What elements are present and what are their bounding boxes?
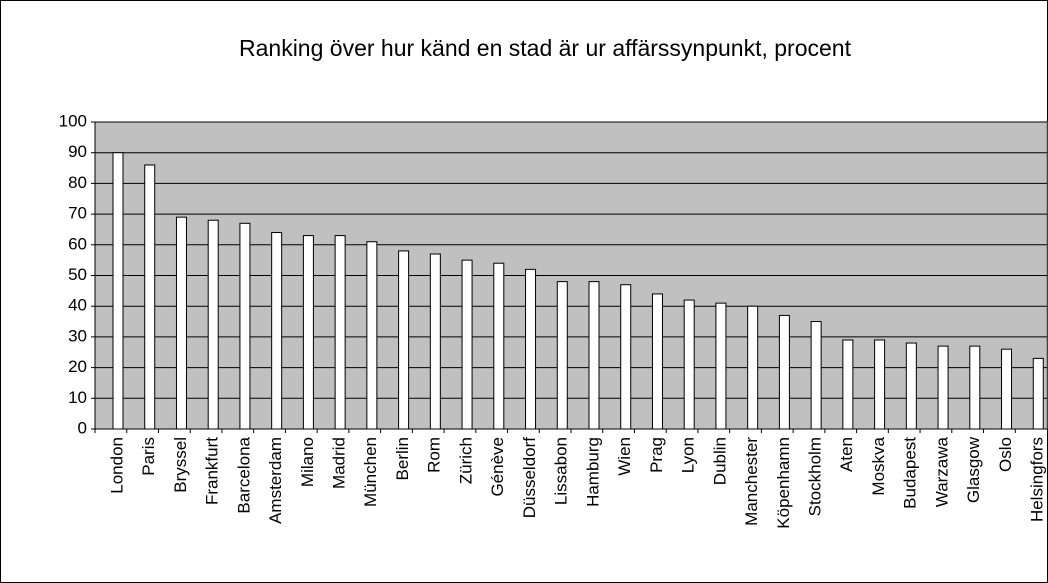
- bar: [905, 342, 917, 430]
- x-tick-label: Aten: [837, 437, 856, 472]
- y-tick-label: 80: [68, 173, 87, 192]
- bar: [271, 232, 283, 430]
- x-tick-label: Génève: [488, 437, 507, 497]
- bar: [842, 339, 854, 430]
- bar: [239, 222, 251, 430]
- x-tick-label: Madrid: [329, 437, 348, 489]
- bar: [683, 299, 695, 430]
- x-tick-label: Frankfurt: [203, 437, 222, 505]
- x-tick-label: Manchester: [742, 437, 761, 526]
- bar: [112, 152, 124, 430]
- bar: [874, 339, 886, 430]
- bar: [493, 262, 505, 430]
- x-tick-label: Hamburg: [583, 437, 602, 507]
- x-tick-label: Köpenhamn: [774, 437, 793, 529]
- x-tick-label: London: [107, 437, 126, 494]
- chart-title: Ranking över hur känd en stad är ur affä…: [239, 35, 852, 61]
- bar: [747, 305, 759, 430]
- bar: [651, 293, 663, 430]
- bar: [461, 259, 473, 430]
- x-tick-label: Lissabon: [552, 437, 571, 505]
- x-tick-label: Prag: [647, 437, 666, 473]
- x-tick-label: Wien: [615, 437, 634, 476]
- x-tick-label: Bryssel: [171, 437, 190, 493]
- x-tick-label: Milano: [298, 437, 317, 487]
- x-tick-label: Glasgow: [964, 436, 983, 503]
- bar: [207, 219, 219, 430]
- y-tick-label: 40: [68, 296, 87, 315]
- x-tick-label: Moskva: [869, 436, 888, 495]
- bar: [937, 345, 949, 430]
- bar: [398, 250, 410, 430]
- bar: [429, 253, 441, 430]
- x-tick-label: Paris: [139, 437, 158, 476]
- x-tick-label: Berlin: [393, 437, 412, 480]
- y-tick-label: 60: [68, 234, 87, 253]
- bar: [175, 216, 187, 430]
- bar: [1001, 348, 1013, 430]
- bar: [366, 241, 378, 430]
- bar: [334, 235, 346, 430]
- bar: [1032, 357, 1044, 430]
- y-tick-label: 30: [68, 326, 87, 345]
- x-tick-label: Oslo: [996, 437, 1015, 472]
- bar: [810, 321, 822, 430]
- x-tick-label: Lyon: [679, 437, 698, 473]
- x-tick-label: Helsingfors: [1028, 437, 1047, 522]
- bar: [302, 235, 314, 430]
- x-tick-label: Barcelona: [234, 436, 253, 513]
- y-tick-label: 70: [68, 204, 87, 223]
- y-tick-label: 50: [68, 265, 87, 284]
- x-tick-label: Zürich: [456, 437, 475, 484]
- y-tick-label: 100: [59, 111, 87, 130]
- bar: [969, 345, 981, 430]
- bar: [715, 302, 727, 430]
- bar: [588, 281, 600, 430]
- x-tick-label: Dublin: [710, 437, 729, 485]
- bar: [525, 268, 537, 430]
- x-tick-label: Rom: [425, 437, 444, 473]
- bar: [620, 284, 632, 430]
- y-tick-label: 20: [68, 357, 87, 376]
- x-tick-label: Düsseldorf: [520, 437, 539, 519]
- x-tick-label: Stockholm: [805, 437, 824, 516]
- y-tick-label: 90: [68, 142, 87, 161]
- x-tick-label: Budapest: [901, 437, 920, 509]
- x-tick-label: Amsterdam: [266, 437, 285, 524]
- y-tick-label: 0: [78, 418, 87, 437]
- y-tick-label: 10: [68, 388, 87, 407]
- bar: [144, 164, 156, 430]
- bar: [556, 281, 568, 430]
- x-tick-label: Warzawa: [932, 436, 951, 507]
- x-tick-label: München: [361, 437, 380, 507]
- bar: [778, 314, 790, 430]
